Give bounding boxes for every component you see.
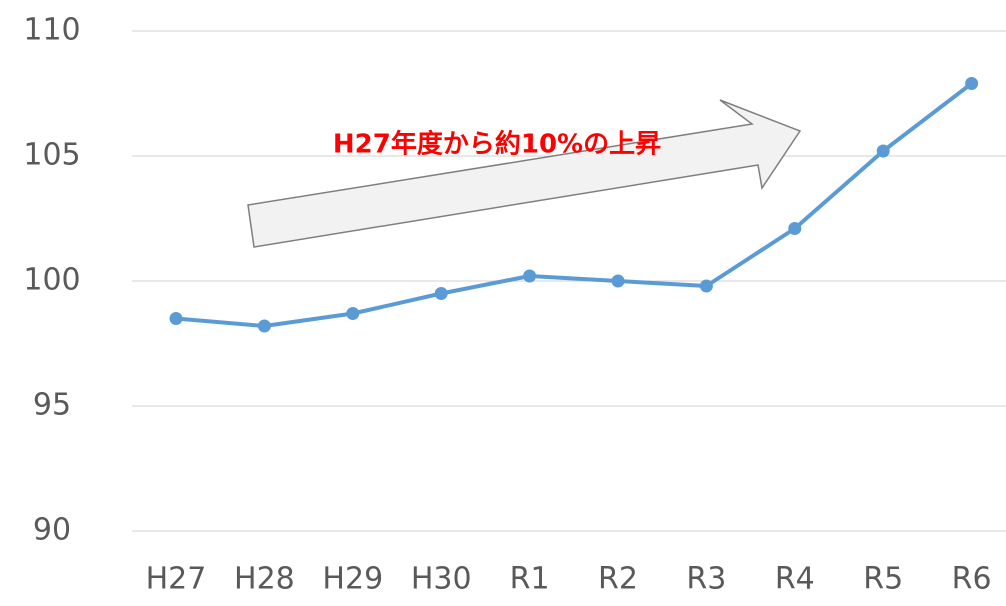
point (169, 312, 183, 325)
plot: 90 95 100 105 110 H27 H28 H29 H30 R1 R2 R3 R4 R5 R6 (23, 13, 1006, 597)
point (699, 279, 713, 293)
y-tick-label: 95 (33, 388, 71, 423)
y-tick-label: 90 (33, 513, 71, 548)
line (175, 81, 973, 328)
trend-arrow (247, 99, 802, 248)
y-tick-label: 110 (23, 13, 80, 48)
point (257, 319, 271, 333)
point (523, 269, 537, 283)
x-tick-label: R4 (775, 562, 815, 597)
point (788, 222, 802, 235)
x-tick-label: R2 (598, 562, 638, 597)
x-tick-label: R6 (952, 562, 992, 597)
point (346, 307, 360, 320)
point (611, 274, 625, 288)
x-tick-label: R3 (686, 562, 726, 597)
x-tick-label: H27 (146, 562, 207, 597)
y-tick-label: 105 (23, 138, 80, 173)
x-tick-label: R5 (863, 562, 903, 597)
x-tick-label: H28 (234, 562, 295, 597)
annotation: H27年度から約10%の上昇 (333, 129, 661, 160)
point (965, 77, 979, 90)
x-tick-label: H29 (322, 562, 383, 597)
point (434, 287, 448, 300)
y-tick-label: 100 (23, 263, 80, 298)
point (876, 144, 890, 158)
x-tick-label: H30 (411, 562, 472, 597)
x-tick-label: R1 (510, 562, 550, 597)
